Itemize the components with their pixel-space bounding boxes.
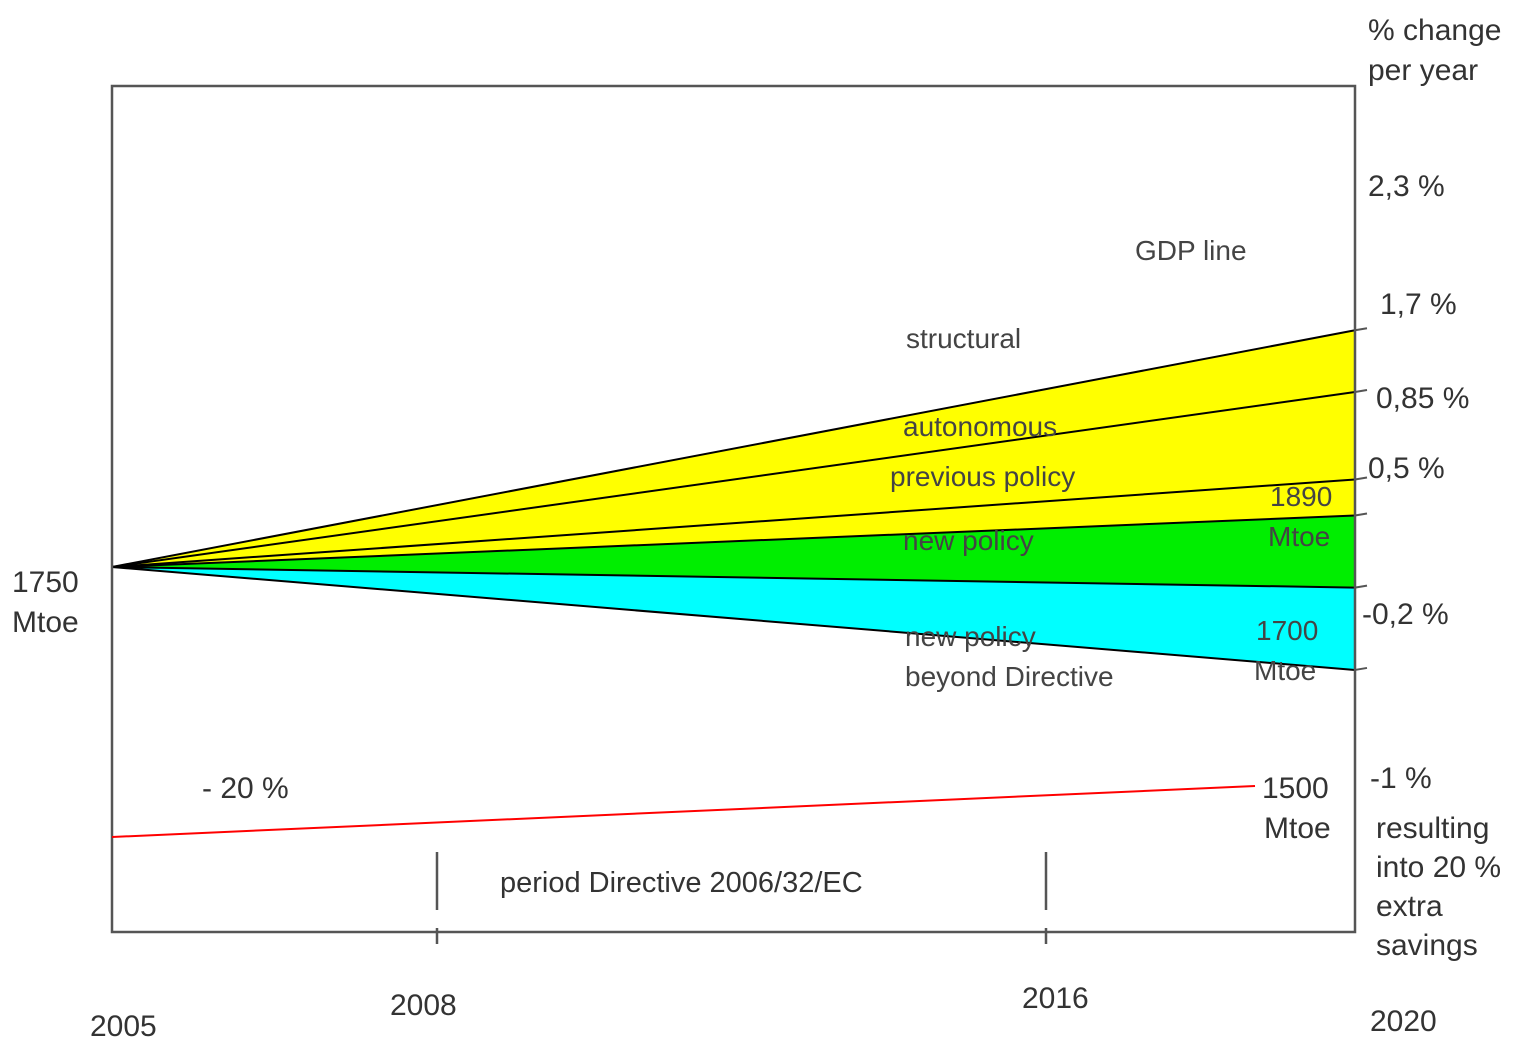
rate-tick-beyond [1354, 666, 1368, 671]
value-annotation-1890: 1890 [1270, 481, 1332, 512]
start-value-label: 1750 [12, 566, 79, 599]
value-annotation-1890-unit: Mtoe [1268, 521, 1330, 552]
rate-tick-structural [1354, 389, 1368, 393]
band-new-policy [112, 515, 1355, 588]
band-label-structural: structural [906, 323, 1021, 354]
plot-frame [110, 84, 1357, 934]
rate-line-new [111, 566, 1356, 589]
band-label-previous-policy: previous policy [890, 461, 1075, 492]
right-axis-title-line-2: per year [1368, 54, 1478, 87]
footnote-line-1: resulting [1376, 812, 1489, 845]
rate-label-beyond: -1 % [1370, 762, 1432, 795]
period-label: period Directive 2006/32/EC [500, 867, 863, 899]
rate-line-structural [111, 391, 1356, 568]
rate-label-structural: 1,7 % [1380, 288, 1457, 321]
footnote-line-2: into 20 % [1376, 851, 1501, 884]
value-annotation-1700-unit: Mtoe [1254, 655, 1316, 686]
target-end-unit: Mtoe [1264, 812, 1331, 845]
x-tick-label-2020: 2020 [1370, 1005, 1437, 1038]
lines-layer [111, 327, 1368, 671]
value-annotation-1700: 1700 [1256, 615, 1318, 646]
right-axis-title-line-1: % change [1368, 14, 1501, 47]
gdp-line-label: GDP line [1135, 235, 1247, 266]
start-unit-label: Mtoe [12, 606, 79, 639]
rate-line-previous [111, 514, 1356, 568]
rate-label-gdp: 2,3 % [1368, 170, 1445, 203]
rate-line-beyond [111, 566, 1356, 671]
band-label-new-policy: new policy [903, 525, 1034, 556]
x-tick-label-2016: 2016 [1022, 982, 1089, 1015]
rate-tick-autonomous [1354, 476, 1368, 481]
band-label-beyond-line-2: beyond Directive [905, 661, 1114, 692]
rate-tick-gdp [1354, 327, 1368, 332]
target-label: - 20 % [202, 772, 289, 805]
rate-tick-new [1354, 584, 1368, 589]
footnote-line-4: savings [1376, 929, 1478, 962]
rate-line-autonomous [111, 478, 1356, 568]
target-end-value: 1500 [1262, 772, 1329, 805]
band-label-autonomous: autonomous [903, 411, 1057, 442]
x-tick-label-2005: 2005 [90, 1010, 157, 1039]
target-line [111, 785, 1256, 838]
rate-line-gdp [111, 329, 1356, 568]
rate-tick-previous [1354, 512, 1368, 517]
footnote-line-3: extra [1376, 890, 1443, 923]
band-label-beyond-line-1: new policy [905, 621, 1036, 652]
x-tick-label-2008: 2008 [390, 989, 457, 1022]
rate-label-new: -0,2 % [1362, 598, 1449, 631]
rate-label-previous: 0,5 % [1368, 452, 1445, 485]
rate-label-autonomous: 0,85 % [1376, 382, 1469, 415]
